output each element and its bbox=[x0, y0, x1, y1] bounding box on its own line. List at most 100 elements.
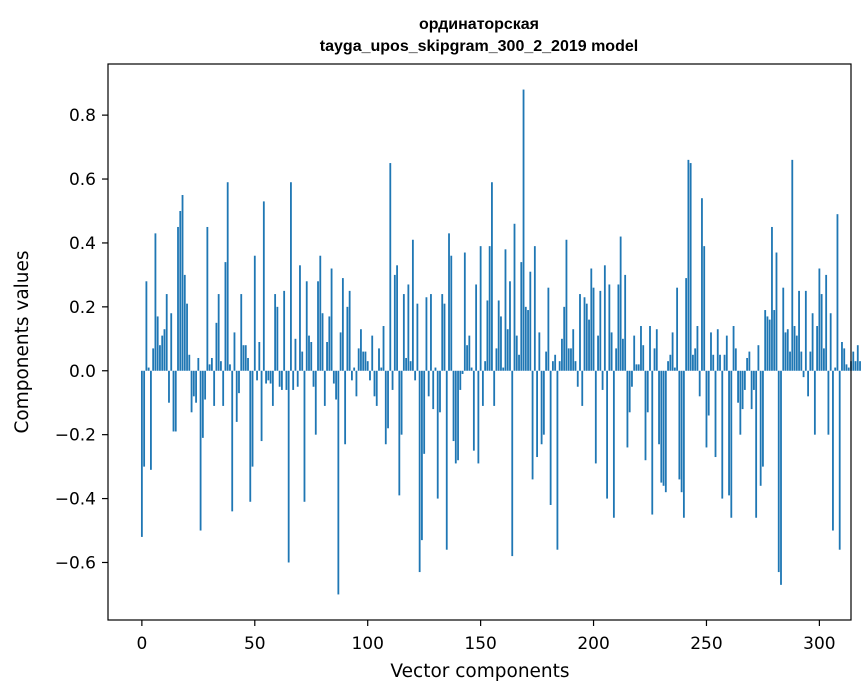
bar-170 bbox=[524, 306, 527, 371]
bar-78 bbox=[317, 281, 319, 371]
bar-317 bbox=[856, 345, 859, 371]
bar-154 bbox=[488, 246, 491, 371]
bar-43 bbox=[238, 370, 240, 394]
bar-114 bbox=[398, 370, 401, 496]
bar-83 bbox=[328, 316, 331, 371]
bar-171 bbox=[527, 310, 529, 371]
bar-89 bbox=[341, 278, 344, 371]
bar-93 bbox=[351, 370, 353, 381]
bar-141 bbox=[459, 370, 462, 390]
bar-32 bbox=[213, 370, 216, 406]
bar-149 bbox=[477, 370, 480, 464]
bar-183 bbox=[554, 354, 557, 371]
bar-278 bbox=[768, 319, 771, 371]
bar-301 bbox=[820, 294, 823, 371]
bar-133 bbox=[441, 294, 444, 371]
bar-84 bbox=[330, 268, 333, 371]
bar-248 bbox=[701, 198, 703, 371]
bar-156 bbox=[493, 370, 496, 406]
bar-90 bbox=[344, 370, 347, 445]
bar-159 bbox=[500, 316, 502, 371]
bar-285 bbox=[784, 332, 787, 371]
bar-112 bbox=[393, 274, 396, 371]
bar-246 bbox=[696, 326, 699, 371]
y-tick-label: 0.8 bbox=[69, 106, 96, 126]
bar-27 bbox=[201, 370, 204, 438]
bar-119 bbox=[409, 361, 412, 371]
bar-147 bbox=[472, 370, 475, 451]
bar-240 bbox=[682, 370, 685, 518]
bar-222 bbox=[642, 345, 645, 371]
bar-113 bbox=[396, 265, 398, 371]
bar-304 bbox=[827, 370, 830, 435]
y-axis-ticks: −0.6 −0.4 −0.2 0.0 0.2 0.4 0.6 0.8 bbox=[55, 106, 108, 573]
bar-17 bbox=[179, 210, 182, 371]
bar-57 bbox=[269, 370, 272, 384]
bar-129 bbox=[432, 370, 435, 410]
bar-77 bbox=[314, 370, 317, 435]
bar-127 bbox=[427, 370, 430, 397]
y-tick-label: 0.2 bbox=[69, 298, 96, 318]
bar-10 bbox=[163, 329, 166, 371]
bar-267 bbox=[743, 370, 746, 390]
bar-231 bbox=[662, 370, 665, 486]
bar-87 bbox=[337, 370, 340, 595]
bar-139 bbox=[454, 370, 457, 464]
bar-151 bbox=[481, 370, 484, 406]
x-tick-label: 150 bbox=[464, 634, 496, 654]
bar-48 bbox=[249, 370, 252, 502]
x-tick-label: 250 bbox=[690, 634, 722, 654]
bar-126 bbox=[425, 297, 428, 371]
x-axis-label: Vector components bbox=[390, 661, 569, 682]
bar-116 bbox=[402, 294, 405, 371]
bar-30 bbox=[208, 364, 211, 371]
bar-244 bbox=[692, 354, 694, 371]
bar-160 bbox=[502, 367, 505, 371]
bar-315 bbox=[852, 351, 855, 371]
bar-155 bbox=[491, 182, 493, 371]
bar-211 bbox=[617, 284, 620, 371]
bar-132 bbox=[439, 370, 441, 413]
bar-150 bbox=[479, 246, 482, 371]
bar-34 bbox=[217, 294, 220, 371]
bar-200 bbox=[592, 287, 595, 371]
bar-121 bbox=[414, 370, 417, 381]
bar-202 bbox=[597, 335, 599, 371]
bar-292 bbox=[800, 351, 803, 371]
bar-0 bbox=[140, 370, 143, 537]
bar-208 bbox=[610, 332, 613, 371]
x-tick-label: 100 bbox=[351, 634, 383, 654]
bar-220 bbox=[637, 364, 640, 371]
plot-frame bbox=[107, 63, 852, 621]
bar-22 bbox=[190, 370, 193, 413]
bar-158 bbox=[497, 300, 500, 371]
bar-79 bbox=[319, 255, 322, 371]
bar-257 bbox=[721, 370, 724, 499]
bar-188 bbox=[565, 239, 568, 371]
bar-241 bbox=[685, 278, 688, 371]
bar-95 bbox=[355, 370, 358, 397]
bar-284 bbox=[782, 287, 785, 371]
bar-308 bbox=[836, 214, 839, 371]
bar-36 bbox=[222, 370, 225, 406]
bar-305 bbox=[829, 313, 832, 371]
bar-118 bbox=[407, 284, 410, 371]
bar-128 bbox=[430, 294, 432, 371]
bar-293 bbox=[802, 370, 805, 378]
bar-210 bbox=[615, 348, 618, 371]
bar-4 bbox=[150, 370, 152, 470]
bar-157 bbox=[495, 348, 498, 371]
y-tick-label: 0.6 bbox=[69, 170, 96, 190]
bar-199 bbox=[590, 268, 593, 371]
bar-85 bbox=[332, 370, 335, 384]
bar-300 bbox=[818, 268, 821, 371]
bar-227 bbox=[653, 348, 656, 371]
y-tick-label: −0.6 bbox=[55, 553, 96, 573]
bar-55 bbox=[265, 370, 267, 384]
bar-9 bbox=[161, 335, 164, 371]
bar-206 bbox=[606, 370, 608, 499]
bar-313 bbox=[847, 367, 850, 371]
bar-99 bbox=[364, 351, 367, 371]
bar-108 bbox=[384, 370, 387, 445]
bar-276 bbox=[764, 310, 767, 371]
